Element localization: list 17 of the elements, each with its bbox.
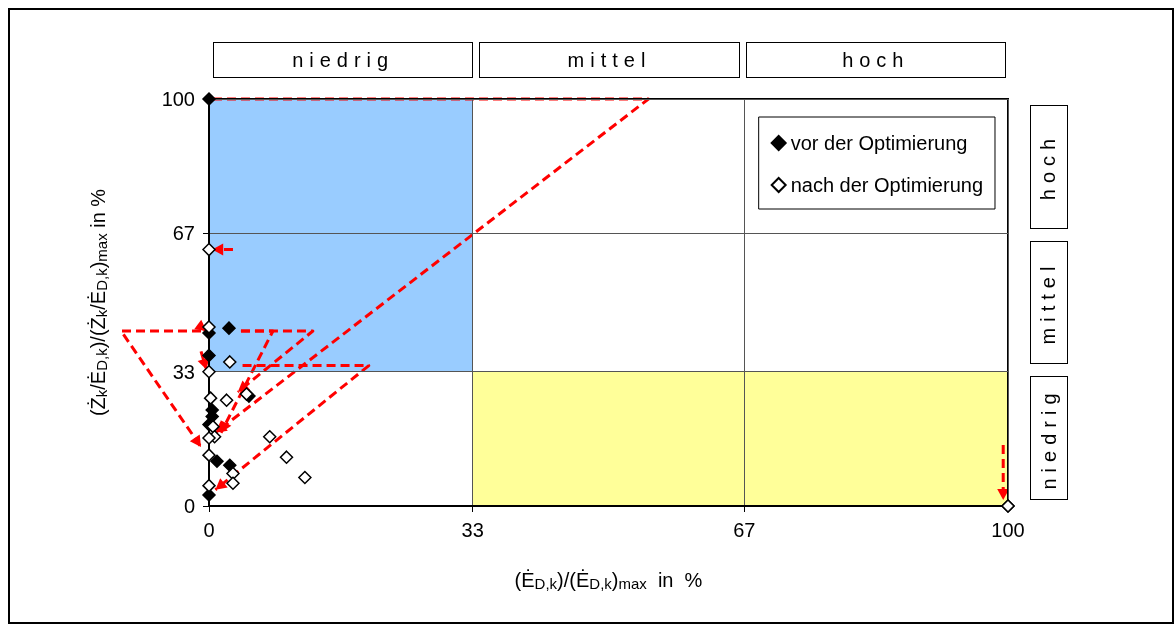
text: niedrig [292,48,395,72]
y-tick-label: 33 [172,360,195,383]
x-tick-label: 0 [203,519,215,541]
x-tick-label: 67 [733,519,756,541]
y-tick-label: 100 [161,88,195,110]
text: (Żk/ĖD,k)/(Żk/ĖD,k)max in % [86,188,110,417]
text: niedrig [1037,387,1061,490]
y-tick-label: 0 [183,495,195,517]
x-tick-label: 33 [461,519,484,541]
legend-label: nach der Optimierung [790,174,983,196]
y-tick-label: 67 [172,222,195,245]
legend-label: vor der Optimierung [790,132,968,154]
text: mittel [1037,260,1061,345]
text: hoch [842,48,910,72]
x-tick-label: 100 [991,519,1025,541]
text: mittel [567,48,652,72]
text: hoch [1037,133,1061,201]
